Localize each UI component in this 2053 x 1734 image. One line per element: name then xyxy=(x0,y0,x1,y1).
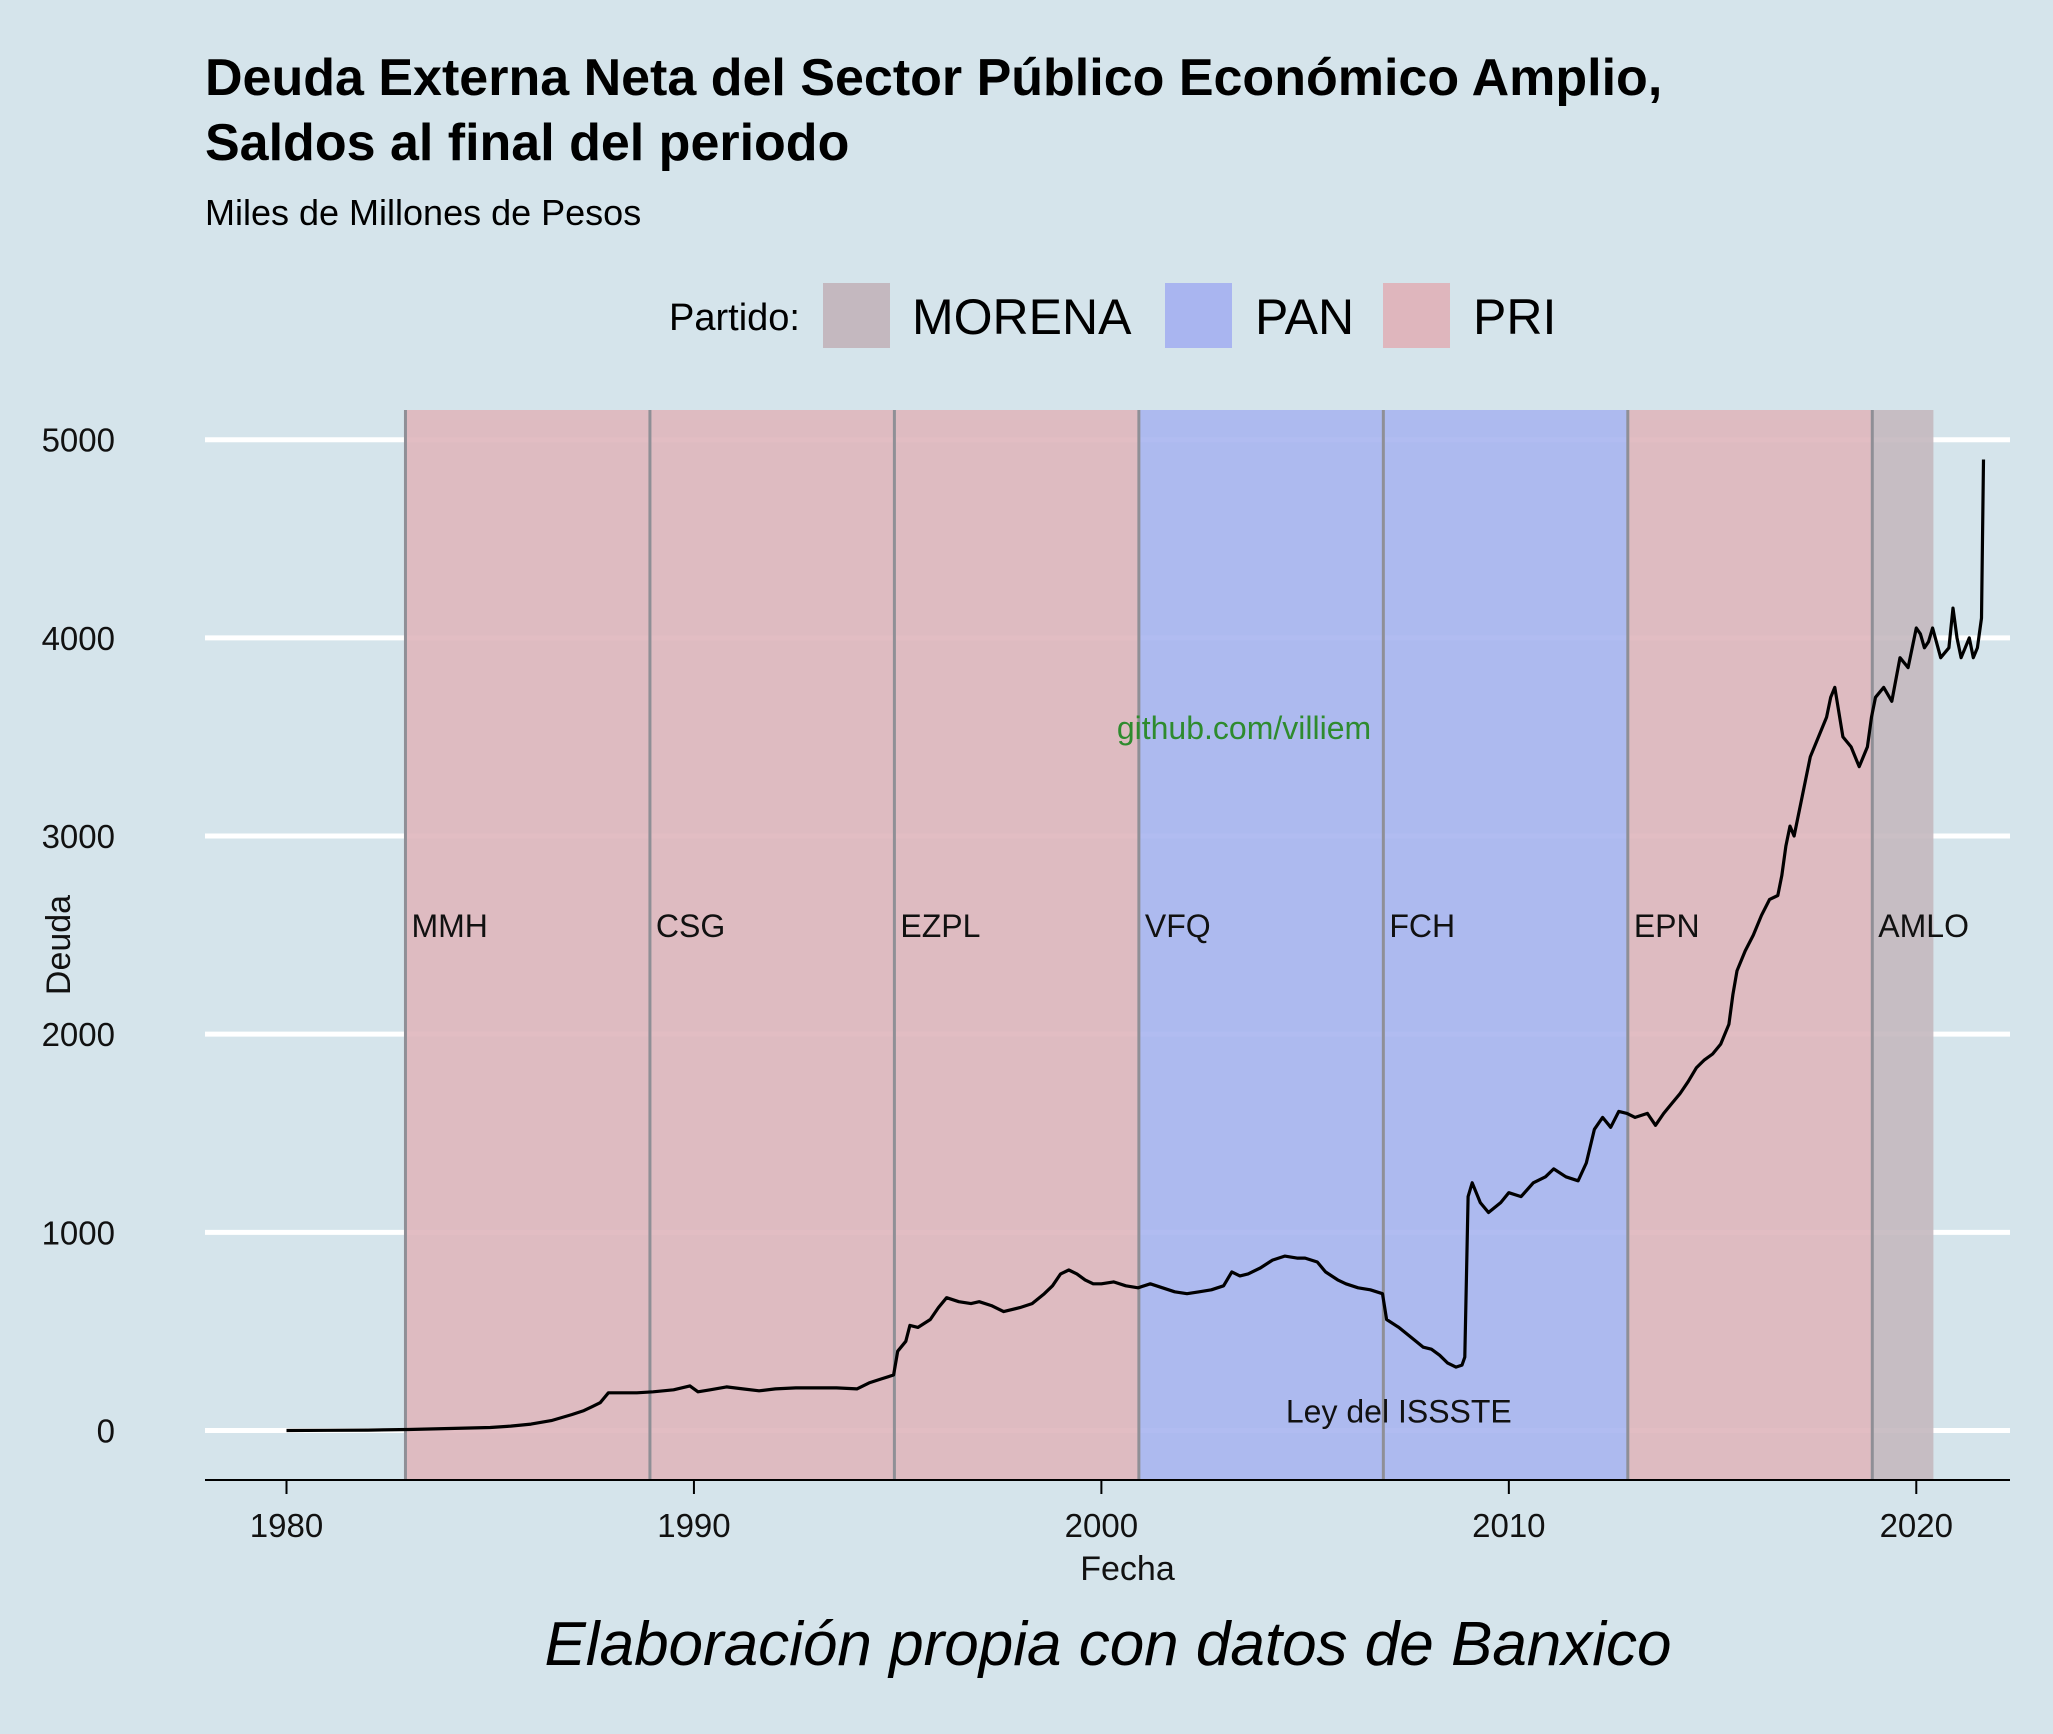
period-band-vfq xyxy=(1138,410,1384,1480)
annotation-ley-issste: Ley del ISSSTE xyxy=(1286,1394,1512,1430)
chart-title-line-2: Saldos al final del periodo xyxy=(205,114,849,172)
period-band-ezpl xyxy=(894,410,1139,1480)
x-tick-label-2010: 2010 xyxy=(1472,1507,1545,1544)
y-axis-label: Deuda xyxy=(40,895,78,995)
period-band-amlo xyxy=(1872,410,1934,1480)
legend-title: Partido: xyxy=(669,297,800,339)
period-band-epn xyxy=(1627,410,1873,1480)
legend-swatch-pan xyxy=(1165,283,1232,348)
period-label-ezpl: EZPL xyxy=(900,908,980,944)
legend-label-pan: PAN xyxy=(1255,289,1354,345)
chart-title-line-1: Deuda Externa Neta del Sector Público Ec… xyxy=(205,49,1662,107)
series-line xyxy=(286,459,1986,1433)
x-tick-label-1980: 1980 xyxy=(250,1507,323,1544)
watermark: github.com/villiem xyxy=(1117,710,1371,746)
x-tick-label-1990: 1990 xyxy=(657,1507,730,1544)
period-label-vfq: VFQ xyxy=(1145,908,1211,944)
x-axis-label: Fecha xyxy=(1080,1550,1175,1588)
period-label-fch: FCH xyxy=(1389,908,1455,944)
y-tick-label-1000: 1000 xyxy=(42,1214,115,1251)
period-band-csg xyxy=(649,410,895,1480)
y-tick-label-3000: 3000 xyxy=(42,818,115,855)
y-axis-ticks: 0 1000 2000 3000 4000 5000 xyxy=(42,422,115,1450)
legend-swatch-morena xyxy=(823,283,890,348)
period-label-mmh: MMH xyxy=(411,908,487,944)
legend-swatch-pri xyxy=(1383,283,1450,348)
period-labels: MMH CSG EZPL VFQ FCH EPN AMLO xyxy=(411,908,1969,944)
legend-label-pri: PRI xyxy=(1473,289,1556,345)
y-tick-label-0: 0 xyxy=(97,1412,115,1449)
period-label-amlo: AMLO xyxy=(1878,908,1969,944)
chart-subtitle: Miles de Millones de Pesos xyxy=(205,192,641,233)
period-band-mmh xyxy=(405,410,650,1480)
y-tick-label-5000: 5000 xyxy=(42,422,115,459)
legend-label-morena: MORENA xyxy=(912,289,1132,345)
y-tick-label-4000: 4000 xyxy=(42,620,115,657)
period-label-epn: EPN xyxy=(1634,908,1700,944)
x-tick-label-2020: 2020 xyxy=(1880,1507,1953,1544)
y-tick-label-2000: 2000 xyxy=(42,1016,115,1053)
period-label-csg: CSG xyxy=(656,908,725,944)
chart-caption: Elaboración propia con datos de Banxico xyxy=(544,1610,1671,1679)
x-tick-label-2000: 2000 xyxy=(1065,1507,1138,1544)
period-bands xyxy=(405,410,1934,1480)
legend: Partido: MORENA PAN PRI xyxy=(669,283,1556,348)
period-band-fch xyxy=(1383,410,1628,1480)
x-axis-ticks: 1980 1990 2000 2010 2020 xyxy=(250,1480,1953,1544)
